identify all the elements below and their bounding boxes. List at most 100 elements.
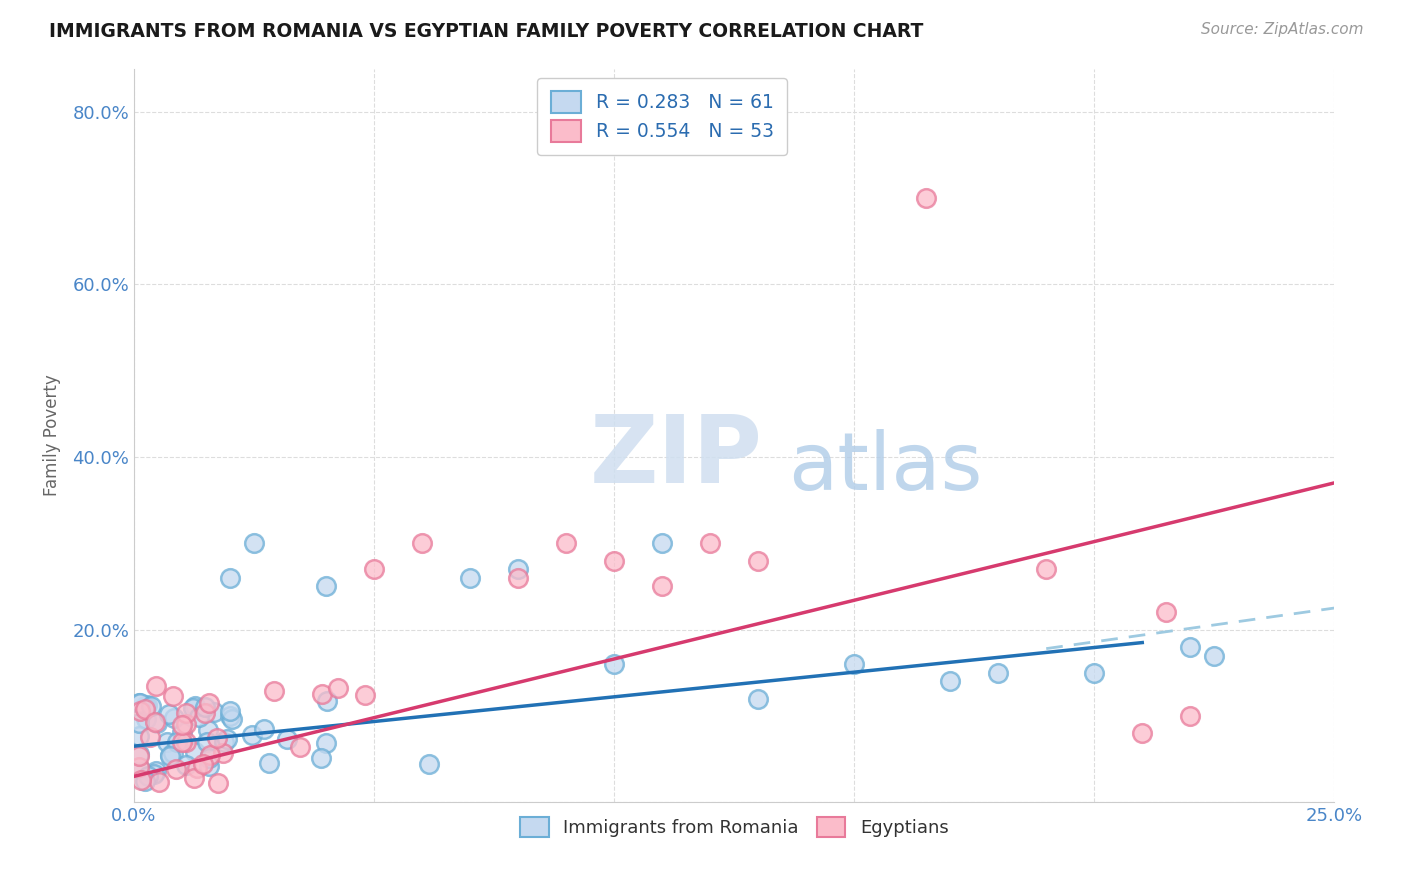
Point [218, 705, 240, 719]
Point [174, 735, 197, 749]
Point [134, 698, 156, 713]
Point [212, 735, 235, 749]
Point [128, 715, 150, 730]
Point [411, 536, 433, 550]
Point [165, 762, 187, 776]
Point [128, 747, 150, 762]
Point [136, 698, 159, 712]
Point [212, 746, 235, 760]
Point [315, 694, 337, 708]
Point [915, 191, 938, 205]
Point [699, 536, 721, 550]
Point [131, 772, 153, 787]
Point [156, 734, 179, 748]
Point [159, 749, 181, 764]
Point [1154, 605, 1177, 619]
Point [198, 758, 221, 772]
Point [1180, 709, 1202, 723]
Point [243, 536, 266, 550]
Text: ZIP: ZIP [591, 411, 763, 503]
Point [202, 705, 225, 719]
Point [172, 725, 194, 739]
Point [128, 697, 150, 711]
Text: Source: ZipAtlas.com: Source: ZipAtlas.com [1201, 22, 1364, 37]
Point [315, 579, 337, 593]
Point [458, 571, 481, 585]
Point [555, 536, 578, 550]
Point [198, 747, 221, 762]
Point [135, 712, 157, 726]
Point [194, 706, 217, 720]
Point [145, 764, 167, 778]
Point [215, 731, 238, 746]
Point [506, 571, 529, 585]
Point [219, 571, 242, 585]
Point [141, 699, 163, 714]
Point [128, 749, 150, 764]
Point [257, 756, 280, 771]
Point [162, 690, 184, 704]
Point [418, 756, 440, 771]
Point [328, 681, 350, 696]
Point [166, 735, 188, 749]
Point [184, 699, 207, 714]
Point [191, 757, 214, 772]
Point [603, 553, 626, 567]
Point [197, 723, 219, 738]
Point [128, 696, 150, 710]
Point [145, 716, 167, 731]
Point [651, 536, 673, 550]
Point [138, 730, 160, 744]
Point [311, 751, 333, 765]
Point [263, 683, 285, 698]
Point [207, 776, 229, 790]
Point [186, 761, 208, 775]
Point [747, 691, 769, 706]
Point [218, 709, 240, 723]
Point [354, 688, 377, 702]
Point [315, 736, 337, 750]
Point [174, 706, 197, 721]
Point [1180, 640, 1202, 654]
Point [174, 758, 197, 772]
Point [174, 717, 197, 731]
Point [143, 767, 166, 781]
Text: atlas: atlas [789, 429, 983, 508]
Legend: Immigrants from Romania, Egyptians: Immigrants from Romania, Egyptians [512, 809, 956, 845]
Y-axis label: Family Poverty: Family Poverty [44, 375, 60, 496]
Point [129, 704, 152, 718]
Point [188, 709, 211, 723]
Point [1035, 562, 1057, 576]
Point [288, 740, 311, 755]
Point [276, 732, 298, 747]
Point [143, 714, 166, 729]
Point [157, 706, 180, 721]
Point [253, 722, 276, 736]
Point [506, 562, 529, 576]
Point [651, 579, 673, 593]
Point [163, 710, 186, 724]
Point [1204, 648, 1226, 663]
Point [1083, 665, 1105, 680]
Point [198, 696, 221, 710]
Point [844, 657, 866, 672]
Point [221, 712, 243, 726]
Point [134, 702, 156, 716]
Point [184, 746, 207, 760]
Point [194, 700, 217, 714]
Text: IMMIGRANTS FROM ROMANIA VS EGYPTIAN FAMILY POVERTY CORRELATION CHART: IMMIGRANTS FROM ROMANIA VS EGYPTIAN FAMI… [49, 22, 924, 41]
Point [939, 674, 962, 689]
Point [1130, 726, 1153, 740]
Point [134, 774, 156, 789]
Point [603, 657, 626, 672]
Point [128, 729, 150, 743]
Point [159, 747, 181, 762]
Point [242, 729, 264, 743]
Point [987, 665, 1010, 680]
Point [145, 679, 167, 693]
Point [198, 751, 221, 765]
Point [195, 735, 218, 749]
Point [747, 553, 769, 567]
Point [363, 562, 385, 576]
Point [172, 735, 194, 749]
